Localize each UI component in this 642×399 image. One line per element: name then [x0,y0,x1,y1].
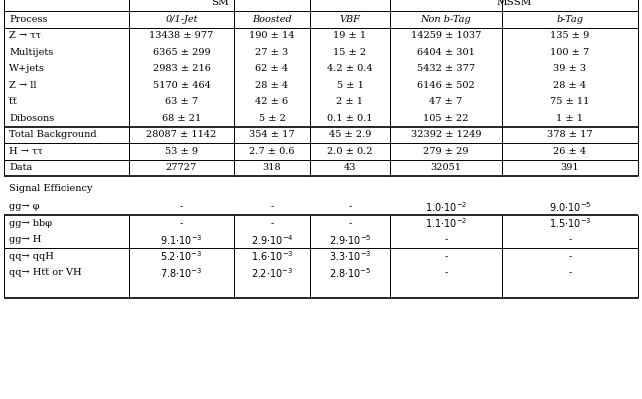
Text: 391: 391 [560,163,579,172]
Text: qq→ qqH: qq→ qqH [9,252,54,261]
Text: 6365 ± 299: 6365 ± 299 [153,48,211,57]
Text: 105 ± 22: 105 ± 22 [423,114,469,123]
Text: 15 ± 2: 15 ± 2 [333,48,367,57]
Text: $1.0{\cdot}10^{-2}$: $1.0{\cdot}10^{-2}$ [425,200,467,213]
Text: 63 ± 7: 63 ± 7 [165,97,198,106]
Text: b-Tag: b-Tag [557,15,584,24]
Text: SM: SM [211,0,229,7]
Text: gg→ H: gg→ H [9,235,41,244]
Text: $2.9{\cdot}10^{-5}$: $2.9{\cdot}10^{-5}$ [329,233,371,247]
Text: -: - [444,235,447,244]
Text: 27 ± 3: 27 ± 3 [256,48,289,57]
Text: 279 ± 29: 279 ± 29 [423,147,469,156]
Text: Total Background: Total Background [9,130,97,139]
Text: $7.8{\cdot}10^{-3}$: $7.8{\cdot}10^{-3}$ [160,266,203,280]
Text: -: - [349,219,352,228]
Text: -: - [349,202,352,211]
Text: -: - [444,268,447,277]
Text: 43: 43 [343,163,356,172]
Text: 6146 ± 502: 6146 ± 502 [417,81,475,90]
Text: gg→ φ: gg→ φ [9,202,40,211]
Text: Dibosons: Dibosons [9,114,55,123]
Text: 2983 ± 216: 2983 ± 216 [153,64,211,73]
Text: Signal Efficiency: Signal Efficiency [9,184,92,193]
Text: 47 ± 7: 47 ± 7 [429,97,463,106]
Text: 318: 318 [263,163,281,172]
Text: 27727: 27727 [166,163,197,172]
Text: $1.6{\cdot}10^{-3}$: $1.6{\cdot}10^{-3}$ [250,249,293,263]
Text: 5 ± 1: 5 ± 1 [336,81,363,90]
Text: 0/1-Jet: 0/1-Jet [165,15,198,24]
Text: 378 ± 17: 378 ± 17 [547,130,593,139]
Text: 100 ± 7: 100 ± 7 [550,48,589,57]
Text: Multijets: Multijets [9,48,53,57]
Text: -: - [270,219,273,228]
Text: -: - [180,202,183,211]
Text: gg→ bbφ: gg→ bbφ [9,219,52,228]
Text: 0.1 ± 0.1: 0.1 ± 0.1 [327,114,373,123]
Text: MSSM: MSSM [496,0,532,7]
Text: $9.0{\cdot}10^{-5}$: $9.0{\cdot}10^{-5}$ [549,200,591,213]
Text: 2 ± 1: 2 ± 1 [336,97,363,106]
Text: 19 ± 1: 19 ± 1 [333,31,367,40]
Text: $2.9{\cdot}10^{-4}$: $2.9{\cdot}10^{-4}$ [250,233,293,247]
Text: 39 ± 3: 39 ± 3 [553,64,587,73]
Text: -: - [568,252,571,261]
Text: $9.1{\cdot}10^{-3}$: $9.1{\cdot}10^{-3}$ [160,233,203,247]
Text: 68 ± 21: 68 ± 21 [162,114,201,123]
Text: $2.2{\cdot}10^{-3}$: $2.2{\cdot}10^{-3}$ [251,266,293,280]
Text: Data: Data [9,163,32,172]
Text: 26 ± 4: 26 ± 4 [553,147,587,156]
Text: 4.2 ± 0.4: 4.2 ± 0.4 [327,64,373,73]
Text: Boosted: Boosted [252,15,292,24]
Text: 190 ± 14: 190 ± 14 [249,31,295,40]
Text: 2.0 ± 0.2: 2.0 ± 0.2 [327,147,373,156]
Text: Z → ττ: Z → ττ [9,31,41,40]
Text: 135 ± 9: 135 ± 9 [550,31,589,40]
Text: 1 ± 1: 1 ± 1 [557,114,584,123]
Text: -: - [180,219,183,228]
Text: t̅t̅: t̅t̅ [9,97,17,106]
Text: 32392 ± 1249: 32392 ± 1249 [411,130,482,139]
Text: 6404 ± 301: 6404 ± 301 [417,48,475,57]
Text: qq→ Htt̅ or VH: qq→ Htt̅ or VH [9,268,82,277]
Text: W+jets: W+jets [9,64,45,73]
Text: -: - [444,252,447,261]
Text: $5.2{\cdot}10^{-3}$: $5.2{\cdot}10^{-3}$ [160,249,202,263]
Text: $1.5{\cdot}10^{-3}$: $1.5{\cdot}10^{-3}$ [549,216,591,230]
Text: 53 ± 9: 53 ± 9 [165,147,198,156]
Text: VBF: VBF [340,15,360,24]
Text: 14259 ± 1037: 14259 ± 1037 [411,31,482,40]
Text: Z → ll: Z → ll [9,81,37,90]
Text: 45 ± 2.9: 45 ± 2.9 [329,130,371,139]
Text: 28 ± 4: 28 ± 4 [553,81,587,90]
Text: 2.7 ± 0.6: 2.7 ± 0.6 [249,147,295,156]
Text: 354 ± 17: 354 ± 17 [249,130,295,139]
Text: 5 ± 2: 5 ± 2 [259,114,286,123]
Text: $2.8{\cdot}10^{-5}$: $2.8{\cdot}10^{-5}$ [329,266,371,280]
Text: 32051: 32051 [431,163,462,172]
Text: H → ττ: H → ττ [9,147,43,156]
Text: $1.1{\cdot}10^{-2}$: $1.1{\cdot}10^{-2}$ [425,216,467,230]
Text: 5170 ± 464: 5170 ± 464 [153,81,211,90]
Text: -: - [568,235,571,244]
Text: 5432 ± 377: 5432 ± 377 [417,64,475,73]
Text: -: - [270,202,273,211]
Text: 75 ± 11: 75 ± 11 [550,97,590,106]
Text: 62 ± 4: 62 ± 4 [256,64,288,73]
Text: 28087 ± 1142: 28087 ± 1142 [146,130,217,139]
Text: Process: Process [9,15,48,24]
Text: $3.3{\cdot}10^{-3}$: $3.3{\cdot}10^{-3}$ [329,249,371,263]
Text: 28 ± 4: 28 ± 4 [256,81,288,90]
Text: Non b-Tag: Non b-Tag [421,15,471,24]
Text: 13438 ± 977: 13438 ± 977 [150,31,214,40]
Text: -: - [568,268,571,277]
Text: 42 ± 6: 42 ± 6 [256,97,288,106]
